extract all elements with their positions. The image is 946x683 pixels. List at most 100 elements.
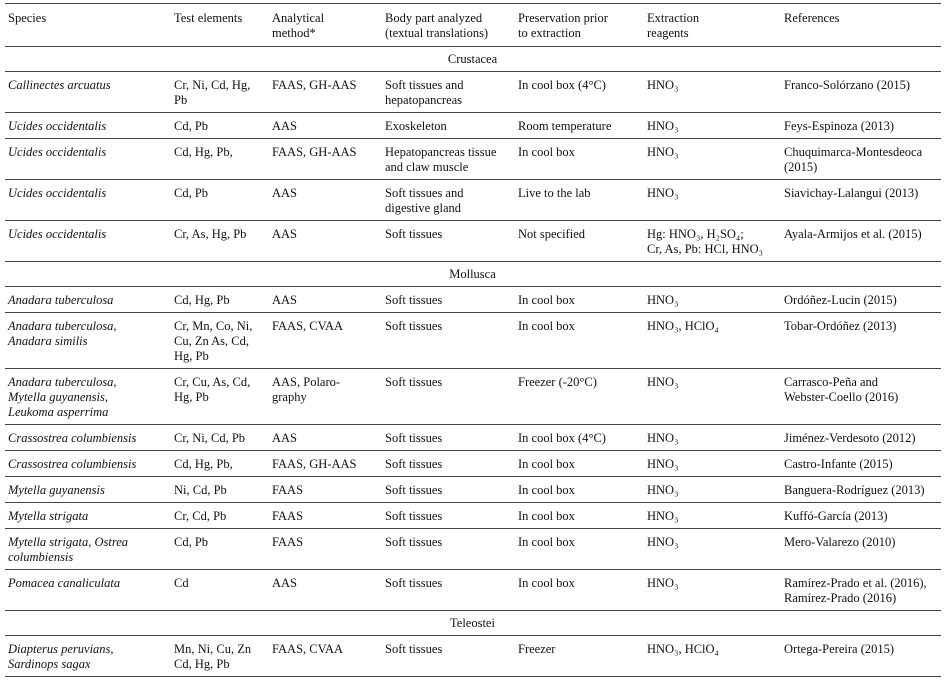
table-cell: FAAS bbox=[269, 528, 382, 570]
cell-line: Cd, Hg, Pb, bbox=[174, 457, 233, 471]
table-cell: Cd, Pb bbox=[171, 112, 269, 139]
cell-line: In cool box bbox=[518, 319, 575, 333]
group-row: Crustacea bbox=[5, 46, 941, 72]
cell-line: Soft tissues bbox=[385, 457, 443, 471]
table-cell: Ayala-Armijos et al. (2015) bbox=[781, 220, 941, 262]
cell-line: Ramírez-Prado (2016) bbox=[784, 591, 897, 605]
table-cell: Cr, Cu, As, Cd, Hg, Pb bbox=[171, 368, 269, 425]
cell-line: FAAS, GH-AAS bbox=[272, 78, 357, 92]
data-row: Crassostrea columbiensis Cr, Ni, Cd, Pb AA… bbox=[5, 424, 941, 451]
data-row: Ucides occidentalis Cr, As, Hg, Pb AAS Soft… bbox=[5, 220, 941, 262]
cell-line: Soft tissues bbox=[385, 319, 443, 333]
cell-line: HNO₃, HClO₄ bbox=[647, 319, 719, 333]
table-cell: Hg: HNO₃, H₂SO₄; Cr, As, Pb: HCl, HNO₃ bbox=[644, 220, 781, 262]
species-cell: Callinectes arcuatus bbox=[5, 71, 171, 113]
cell-line: Crassostrea columbiensis bbox=[8, 457, 137, 471]
table-cell: Siavichay-Lalangui (2013) bbox=[781, 179, 941, 221]
table-cell: Ortega-Pereira (2015) bbox=[781, 635, 941, 677]
cell-line: HNO₃ bbox=[647, 431, 679, 445]
cell-line: Live to the lab bbox=[518, 186, 591, 200]
table-cell: Cd, Hg, Pb, bbox=[171, 450, 269, 477]
cell-line: Cd, Pb bbox=[174, 119, 209, 133]
cell-line: Soft tissues bbox=[385, 293, 443, 307]
cell-line: Franco-Solórzano (2015) bbox=[784, 78, 911, 92]
table-cell: In cool box bbox=[515, 286, 644, 313]
cell-line: Species bbox=[8, 11, 47, 25]
data-row: Anadara tuberculosa, Anadara similis Cr, … bbox=[5, 312, 941, 369]
cell-line: Soft tissues bbox=[385, 227, 443, 241]
data-row: Diapterus peruvians, Sardinops sagax Mn, N… bbox=[5, 635, 941, 677]
cell-line: Mytella guyanensis bbox=[8, 483, 105, 497]
cell-line: References bbox=[784, 11, 840, 25]
cell-line: Soft tissues bbox=[385, 576, 443, 590]
table-cell: Franco-Solórzano (2015) bbox=[781, 71, 941, 113]
table-cell: Soft tissues bbox=[382, 528, 515, 570]
cell-line: HNO₃, HClO₄ bbox=[647, 642, 719, 656]
cell-line: Mero-Valarezo (2010) bbox=[784, 535, 896, 549]
cell-line: FAAS bbox=[272, 535, 304, 549]
table-cell: AAS bbox=[269, 569, 382, 611]
table-cell: In cool box bbox=[515, 476, 644, 503]
table-cell: In cool box (4°C) bbox=[515, 424, 644, 451]
cell-line: Anadara tuberculosa, bbox=[8, 319, 117, 333]
table-cell: HNO₃ bbox=[644, 450, 781, 477]
table-cell: Ordóñez-Lucin (2015) bbox=[781, 286, 941, 313]
group-row: Mollusca bbox=[5, 261, 941, 287]
cell-line: HNO₃ bbox=[647, 119, 679, 133]
cell-line: method* bbox=[272, 26, 316, 40]
table-cell: AAS bbox=[269, 286, 382, 313]
table-cell: Ni, Cd, Pb bbox=[171, 476, 269, 503]
table-cell: Exoskeleton bbox=[382, 112, 515, 139]
table-cell: Carrasco-Peña and Webster-Coello (2016) bbox=[781, 368, 941, 425]
cell-line: FAAS bbox=[272, 483, 304, 497]
species-cell: Crassostrea columbiensis bbox=[5, 424, 171, 451]
table-cell: Cr, Ni, Cd, Pb bbox=[171, 424, 269, 451]
table-cell: Cr, Ni, Cd, Hg, Pb bbox=[171, 71, 269, 113]
table-cell: Soft tissues bbox=[382, 502, 515, 529]
species-cell: Ucides occidentalis bbox=[5, 220, 171, 262]
cell-line: Ucides occidentalis bbox=[8, 227, 107, 241]
species-cell: Mytella strigata, Ostrea columbiensis bbox=[5, 528, 171, 570]
cell-line: (2015) bbox=[784, 160, 818, 174]
cell-line: In cool box bbox=[518, 145, 575, 159]
table-cell: AAS bbox=[269, 424, 382, 451]
table-cell: HNO₃ bbox=[644, 424, 781, 451]
cell-line: Crassostrea columbiensis bbox=[8, 431, 137, 445]
data-table: Species Test elements Analytical method* Bod… bbox=[5, 3, 941, 677]
cell-line: Soft tissues bbox=[385, 375, 443, 389]
data-row: Callinectes arcuatus Cr, Ni, Cd, Hg, Pb FAA… bbox=[5, 71, 941, 113]
table-cell: Kuffó-García (2013) bbox=[781, 502, 941, 529]
cell-line: Ayala-Armijos et al. (2015) bbox=[784, 227, 922, 241]
cell-line: Tobar-Ordóñez (2013) bbox=[784, 319, 897, 333]
cell-line: Feys-Espinoza (2013) bbox=[784, 119, 895, 133]
cell-line: hepatopancreas bbox=[385, 93, 463, 107]
table-cell: Soft tissues bbox=[382, 569, 515, 611]
cell-line: graphy bbox=[272, 390, 307, 404]
cell-line: Chuquimarca-Montesdeoca bbox=[784, 145, 923, 159]
cell-line: Soft tissues and bbox=[385, 78, 464, 92]
table-cell: Tobar-Ordóñez (2013) bbox=[781, 312, 941, 369]
table-cell: AAS bbox=[269, 112, 382, 139]
cell-line: In cool box bbox=[518, 457, 575, 471]
table-cell: Soft tissues bbox=[382, 286, 515, 313]
cell-line: Exoskeleton bbox=[385, 119, 447, 133]
table-cell: In cool box bbox=[515, 528, 644, 570]
data-row: Anadara tuberculosa, Mytella guyanensis, L… bbox=[5, 368, 941, 425]
table-cell: Soft tissues bbox=[382, 476, 515, 503]
cell-line: FAAS, CVAA bbox=[272, 319, 344, 333]
table-cell: In cool box bbox=[515, 450, 644, 477]
cell-line: Body part analyzed bbox=[385, 11, 483, 25]
table-cell: Soft tissues bbox=[382, 220, 515, 262]
table-cell: HNO₃ bbox=[644, 368, 781, 425]
species-cell: Pomacea canaliculata bbox=[5, 569, 171, 611]
header-cell: References bbox=[781, 3, 941, 47]
cell-line: Mytella guyanensis, bbox=[8, 390, 108, 404]
table-cell: In cool box bbox=[515, 312, 644, 369]
table-cell: AAS bbox=[269, 179, 382, 221]
cell-line: Soft tissues bbox=[385, 431, 443, 445]
table-cell: Castro-Infante (2015) bbox=[781, 450, 941, 477]
table-cell: HNO₃ bbox=[644, 528, 781, 570]
cell-line: HNO₃ bbox=[647, 186, 679, 200]
cell-line: Leukoma asperrima bbox=[8, 405, 109, 419]
table-cell: Banguera-Rodríguez (2013) bbox=[781, 476, 941, 503]
